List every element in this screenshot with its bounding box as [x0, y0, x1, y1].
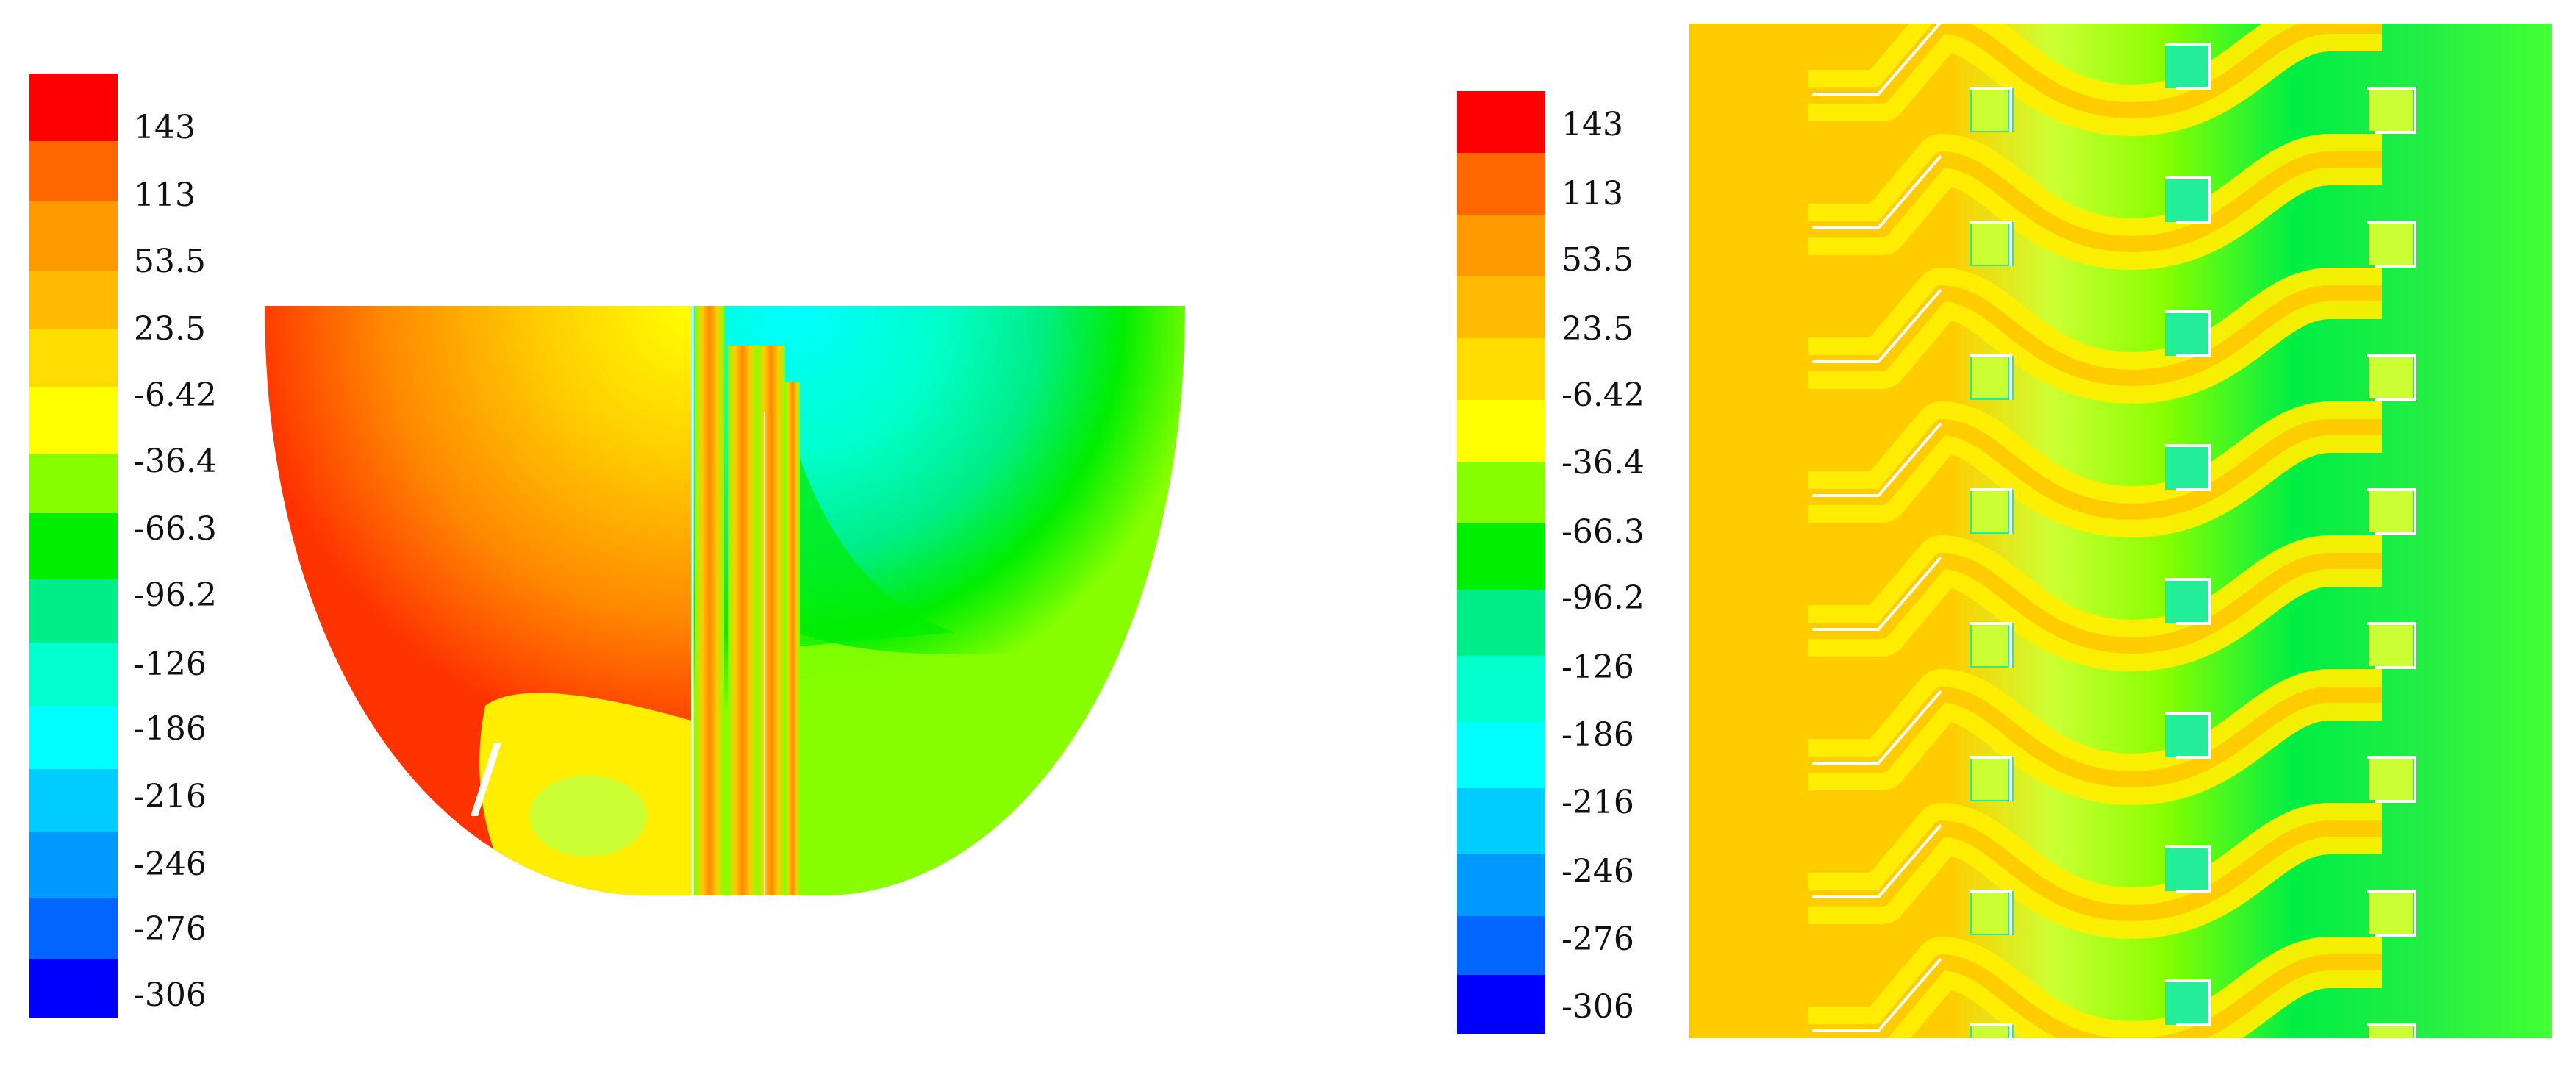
legend-swatch: [1457, 338, 1545, 400]
legend-label: -96.2: [134, 576, 217, 614]
legend-swatch: [29, 898, 118, 959]
legend-swatch: [1457, 656, 1545, 722]
legend-label: -186: [1561, 716, 1634, 754]
legend-label: -36.4: [1561, 444, 1645, 482]
legend-swatch: [29, 513, 118, 579]
legend-label: -186: [134, 710, 207, 748]
legend-label: -36.4: [134, 443, 217, 480]
legend-label: 23.5: [1561, 310, 1634, 348]
legend-swatch: [1457, 523, 1545, 590]
color-legend-left: 143 113 53.5 23.5 -6.42 -36.4 -66.3 -96.…: [29, 74, 250, 1018]
legend-swatch: [1457, 590, 1545, 656]
legend-label: -246: [134, 845, 207, 883]
legend-label: -246: [1561, 853, 1634, 890]
legend-swatch: [29, 769, 118, 832]
legend-label: -96.2: [1561, 579, 1645, 617]
legend-swatch: [29, 832, 118, 898]
legend-label: -276: [134, 910, 207, 948]
legend-swatch: [1457, 788, 1545, 854]
legend-swatch: [1457, 854, 1545, 916]
legend-swatch: [1457, 91, 1545, 153]
legend-label: 53.5: [1561, 241, 1634, 279]
legend-swatch: [1457, 400, 1545, 462]
legend-label: 53.5: [134, 243, 206, 280]
legend-swatch: [29, 74, 118, 141]
legend-label: -216: [134, 778, 207, 815]
legend-label: 113: [1561, 175, 1623, 212]
legend-label: 143: [1561, 106, 1623, 143]
legend-swatch: [29, 329, 118, 387]
legend-swatch: [1457, 215, 1545, 276]
legend-swatch: [1457, 916, 1545, 975]
legend-swatch: [29, 141, 118, 201]
legend-swatch: [1457, 153, 1545, 215]
legend-swatch: [29, 643, 118, 706]
legend-swatch: [29, 387, 118, 454]
legend-swatch: [1457, 975, 1545, 1034]
legend-swatch: [29, 579, 118, 643]
legend-label: -306: [134, 976, 207, 1014]
legend-label: -306: [1561, 988, 1634, 1026]
legend-label: -216: [1561, 784, 1634, 821]
legend-swatch: [29, 959, 118, 1018]
legend-label: -126: [134, 646, 207, 683]
legend-swatch: [29, 271, 118, 329]
legend-label: -6.42: [1561, 376, 1645, 414]
legend-label: -66.3: [134, 510, 217, 548]
color-legend-right: 143 113 53.5 23.5 -6.42 -36.4 -66.3 -96.…: [1457, 91, 1678, 1034]
legend-label: 23.5: [134, 310, 206, 348]
legend-swatch: [29, 706, 118, 769]
legend-label: 143: [134, 109, 196, 146]
legend-swatch: [29, 201, 118, 271]
legend-label: -126: [1561, 648, 1634, 686]
legend-label: -276: [1561, 920, 1634, 958]
legend-swatch: [1457, 722, 1545, 788]
legend-swatch: [1457, 462, 1545, 523]
legend-label: -6.42: [134, 376, 217, 414]
legend-swatch: [1457, 276, 1545, 338]
legend-label: 113: [134, 176, 196, 214]
legend-label: -66.3: [1561, 513, 1645, 551]
legend-swatch: [29, 454, 118, 513]
